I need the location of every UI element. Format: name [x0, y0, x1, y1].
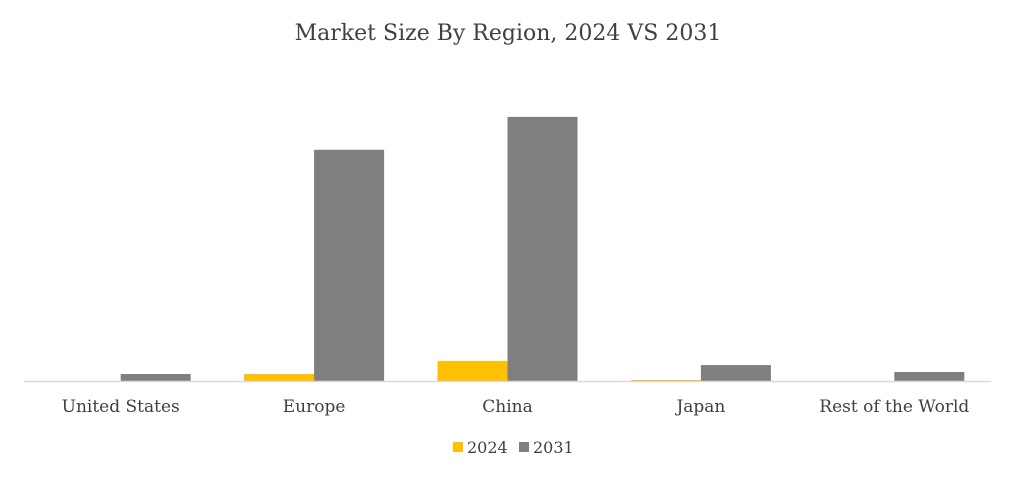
x-tick-label: China [482, 397, 532, 417]
bar-2024-europe [244, 374, 315, 381]
category-labels: United States Europe China Japan Rest of the… [62, 397, 970, 417]
x-tick-label: Europe [283, 397, 346, 417]
legend-label-2024: 2024 [467, 438, 508, 457]
bar-2024-japan [630, 380, 701, 381]
bar-2031-united-states [120, 374, 191, 381]
x-tick-label: Japan [674, 397, 725, 417]
bar-2031-europe [314, 149, 385, 381]
bar-2031-china [507, 116, 578, 381]
legend-swatch-2031 [519, 442, 529, 452]
bars-layer [120, 116, 965, 381]
chart-title: Market Size By Region, 2024 VS 2031 [295, 21, 722, 46]
x-tick-label: Rest of the World [819, 397, 969, 417]
bar-2024-china [437, 361, 508, 381]
bar-2031-japan [700, 365, 771, 381]
bar-2031-rest-of-the-world [894, 372, 965, 381]
legend-swatch-2024 [453, 442, 463, 452]
legend: 2024 2031 [453, 438, 574, 457]
legend-label-2031: 2031 [533, 438, 574, 457]
x-tick-label: United States [62, 397, 180, 417]
